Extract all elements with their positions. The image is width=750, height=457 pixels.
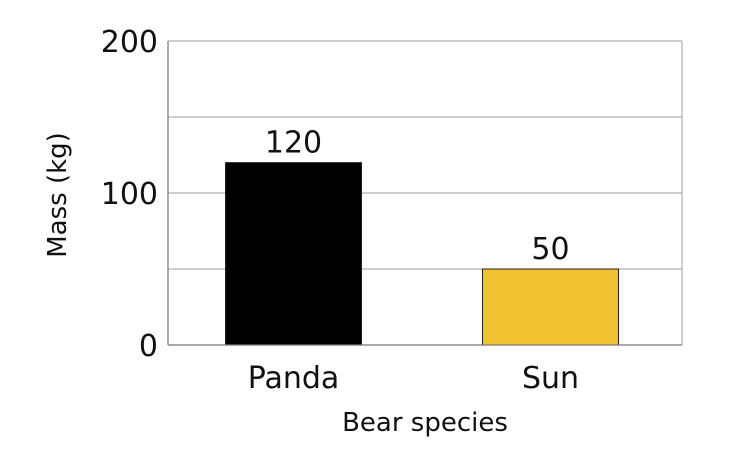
x-tick-label-panda: Panda [248, 361, 340, 396]
y-tick-label: 0 [139, 329, 158, 364]
y-axis-title: Mass (kg) [43, 132, 73, 258]
x-axis-title: Bear species [342, 408, 508, 438]
x-tick-label-sun: Sun [522, 361, 579, 396]
bar-sun [482, 268, 619, 346]
bar-panda [225, 162, 362, 346]
plot-frame [167, 41, 683, 346]
labels: 0 100 200 120 Panda 50 Sun [101, 25, 579, 396]
y-tick-label: 100 [101, 177, 158, 212]
data-label-sun: 50 [531, 232, 569, 267]
data-label-panda: 120 [265, 126, 322, 161]
bars [225, 162, 619, 346]
y-tick-label: 200 [101, 25, 158, 60]
